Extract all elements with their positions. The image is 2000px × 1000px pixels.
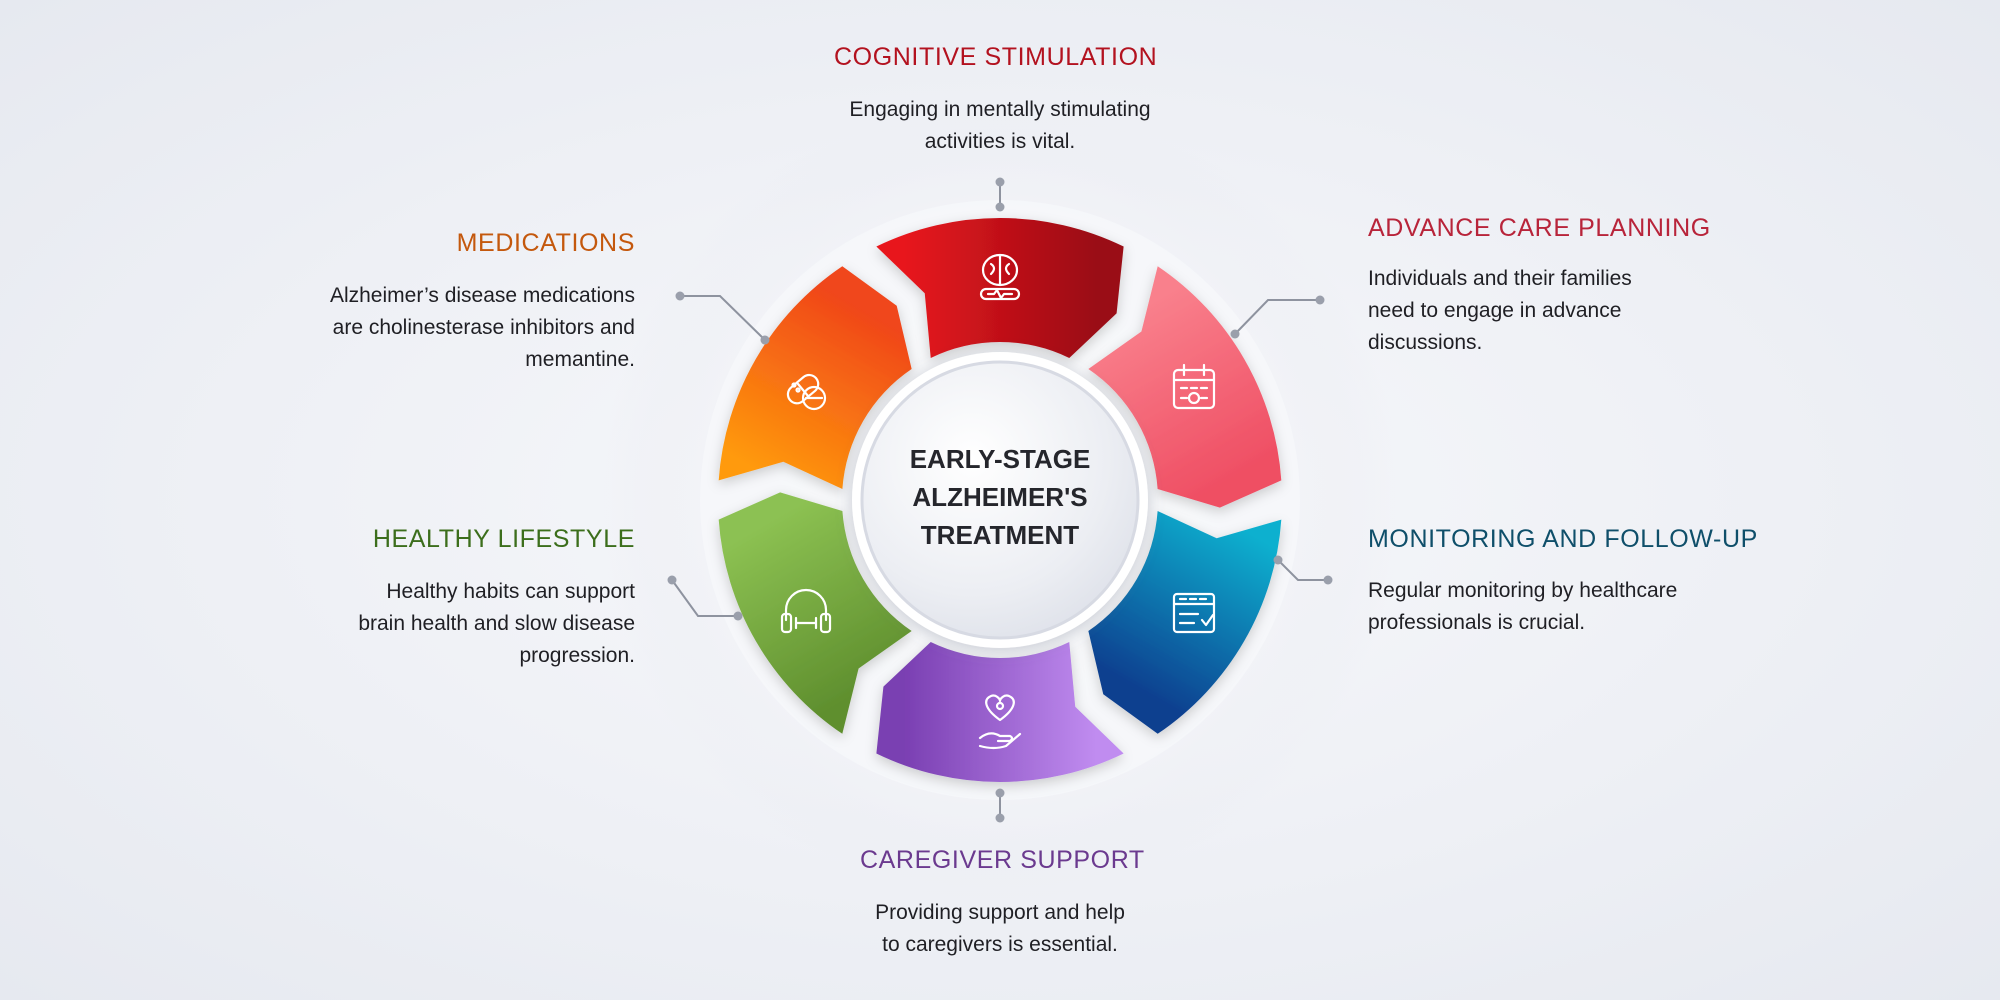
caregiver-title: CAREGIVER SUPPORT: [860, 846, 1145, 874]
monitoring-description: Regular monitoring by healthcare profess…: [1368, 575, 1788, 639]
advance-connector: [1230, 295, 1325, 339]
cognitive-connector: [995, 177, 1005, 212]
medications-line-1: Alzheimer’s disease medications: [329, 284, 635, 307]
heart-hand-icon: [978, 694, 1022, 750]
advance-description: Individuals and their families need to e…: [1368, 263, 1768, 359]
monitoring-title: MONITORING AND FOLLOW-UP: [1368, 525, 1758, 553]
center-line-1: EARLY-STAGE: [909, 444, 1091, 474]
connector-lines: [667, 177, 1333, 823]
monitoring-line-2: professionals is crucial.: [1368, 611, 1586, 634]
medications-description: Alzheimer’s disease medications are chol…: [215, 280, 635, 376]
caregiver-line-2: to caregivers is essential.: [882, 933, 1118, 956]
healthy-title: HEALTHY LIFESTYLE: [372, 525, 635, 553]
segment-icons: [780, 253, 1216, 750]
cognitive-line-2: activities is vital.: [924, 130, 1076, 153]
center-line-2: ALZHEIMER'S: [912, 482, 1088, 512]
monitoring-line-1: Regular monitoring by healthcare: [1368, 579, 1678, 602]
center-hub-inner: [860, 360, 1140, 640]
pills-icon: [786, 373, 827, 411]
center-title: EARLY-STAGE ALZHEIMER'S TREATMENT: [860, 440, 1140, 554]
medications-line-3: memantine.: [525, 348, 635, 371]
advance-line-2: need to engage in advance: [1368, 299, 1622, 322]
healthy-line-2: brain health and slow disease: [358, 612, 635, 635]
center-line-3: TREATMENT: [920, 520, 1080, 550]
healthy-description: Healthy habits can support brain health …: [235, 576, 635, 672]
medications-connector: [675, 291, 770, 345]
advance-line-1: Individuals and their families: [1368, 267, 1632, 290]
advance-line-3: discussions.: [1368, 331, 1483, 354]
cognitive-title: COGNITIVE STIMULATION: [834, 43, 1158, 71]
healthy-segment: [718, 492, 912, 734]
caregiver-line-1: Providing support and help: [875, 901, 1125, 924]
advance-title: ADVANCE CARE PLANNING: [1368, 214, 1711, 242]
checklist-icon: [1172, 592, 1216, 634]
medications-line-2: are cholinesterase inhibitors and: [332, 316, 635, 339]
cognitive-line-1: Engaging in mentally stimulating: [849, 98, 1151, 121]
healthy-connector: [667, 575, 743, 621]
healthy-line-1: Healthy habits can support: [386, 580, 635, 603]
caregiver-description: Providing support and help to caregivers…: [800, 897, 1200, 961]
caregiver-connector: [995, 788, 1005, 823]
medications-title: MEDICATIONS: [456, 229, 635, 257]
cognitive-description: Engaging in mentally stimulating activit…: [780, 94, 1220, 158]
caregiver-segment: [876, 642, 1124, 782]
monitoring-connector: [1273, 555, 1333, 585]
calendar-icon: [1172, 363, 1216, 410]
headphones-dumbbell-icon: [780, 588, 832, 634]
brain-icon: [979, 253, 1021, 301]
healthy-line-3: progression.: [519, 644, 635, 667]
